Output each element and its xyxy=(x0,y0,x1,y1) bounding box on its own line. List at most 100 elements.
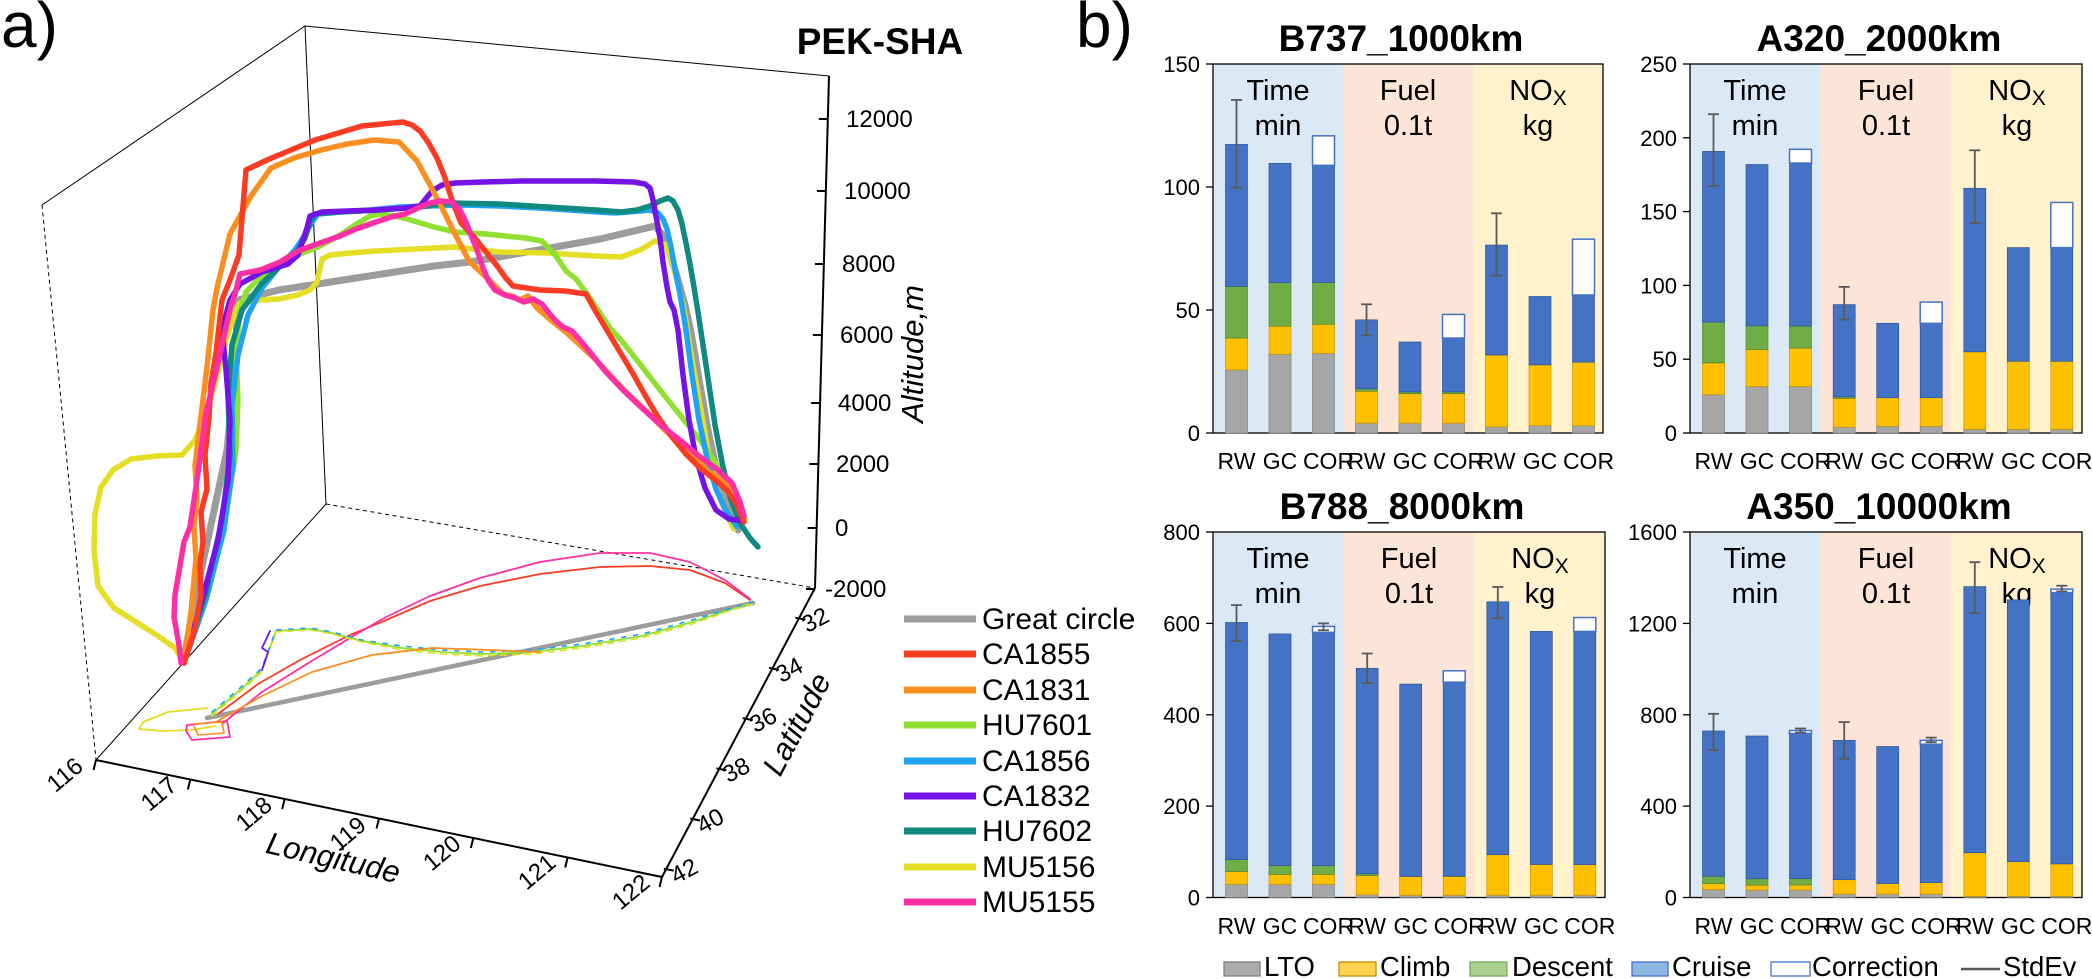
svg-text:kg: kg xyxy=(2002,110,2033,142)
svg-text:800: 800 xyxy=(1163,520,1200,545)
svg-text:COR: COR xyxy=(1303,913,1354,939)
svg-text:a): a) xyxy=(1,0,58,61)
svg-text:400: 400 xyxy=(1640,794,1677,819)
svg-text:12000: 12000 xyxy=(846,106,913,133)
svg-text:GC: GC xyxy=(1740,448,1775,474)
svg-text:Cruise: Cruise xyxy=(1672,951,1751,979)
svg-text:RW: RW xyxy=(1825,448,1863,474)
svg-text:RW: RW xyxy=(1218,448,1256,474)
svg-text:0: 0 xyxy=(1188,886,1200,911)
svg-text:6000: 6000 xyxy=(840,322,893,349)
svg-text:min: min xyxy=(1732,578,1779,610)
svg-text:min: min xyxy=(1732,110,1779,142)
svg-text:GC: GC xyxy=(1524,913,1559,939)
svg-text:HU7601: HU7601 xyxy=(982,709,1092,742)
svg-text:250: 250 xyxy=(1640,52,1677,77)
svg-text:1200: 1200 xyxy=(1628,611,1677,636)
svg-text:Fuel: Fuel xyxy=(1380,75,1436,107)
svg-text:A350_10000km: A350_10000km xyxy=(1746,486,2011,527)
svg-text:RW: RW xyxy=(1695,448,1733,474)
svg-text:LTO: LTO xyxy=(1264,951,1315,979)
svg-text:CA1856: CA1856 xyxy=(982,745,1090,778)
svg-text:150: 150 xyxy=(1640,200,1677,225)
svg-text:Fuel: Fuel xyxy=(1381,543,1437,575)
svg-text:Altitude,m: Altitude,m xyxy=(895,285,930,425)
svg-text:GC: GC xyxy=(1740,913,1775,939)
svg-text:B737_1000km: B737_1000km xyxy=(1279,18,1524,59)
svg-text:0: 0 xyxy=(1665,886,1677,911)
svg-text:COR: COR xyxy=(2041,913,2092,939)
svg-text:RW: RW xyxy=(1218,913,1256,939)
svg-text:0: 0 xyxy=(835,515,848,542)
svg-text:GC: GC xyxy=(1263,913,1298,939)
svg-text:min: min xyxy=(1255,110,1302,142)
svg-text:GC: GC xyxy=(1393,913,1428,939)
svg-text:RW: RW xyxy=(1478,448,1516,474)
svg-text:COR: COR xyxy=(1433,448,1484,474)
svg-text:Time: Time xyxy=(1723,75,1786,107)
svg-text:800: 800 xyxy=(1640,703,1677,728)
svg-text:PEK-SHA: PEK-SHA xyxy=(797,21,964,62)
svg-text:0.1t: 0.1t xyxy=(1862,578,1910,610)
svg-text:200: 200 xyxy=(1163,794,1200,819)
svg-text:150: 150 xyxy=(1163,52,1200,77)
svg-text:0: 0 xyxy=(1665,421,1677,446)
svg-text:StdEv: StdEv xyxy=(2003,951,2077,979)
svg-text:min: min xyxy=(1255,578,1302,610)
svg-text:COR: COR xyxy=(1911,448,1962,474)
svg-text:MU5155: MU5155 xyxy=(982,886,1095,919)
svg-text:NOX: NOX xyxy=(1511,543,1569,578)
svg-text:b): b) xyxy=(1076,0,1133,61)
svg-text:-2000: -2000 xyxy=(825,576,886,603)
svg-text:CA1831: CA1831 xyxy=(982,674,1090,707)
svg-text:0: 0 xyxy=(1188,421,1200,446)
svg-text:Time: Time xyxy=(1246,75,1309,107)
svg-text:1600: 1600 xyxy=(1628,520,1677,545)
svg-text:117: 117 xyxy=(136,772,183,817)
svg-text:GC: GC xyxy=(1393,448,1428,474)
svg-text:RW: RW xyxy=(1825,913,1863,939)
svg-text:50: 50 xyxy=(1176,298,1200,323)
svg-text:RW: RW xyxy=(1695,913,1733,939)
svg-text:GC: GC xyxy=(2001,448,2036,474)
svg-text:2000: 2000 xyxy=(836,451,889,478)
svg-text:kg: kg xyxy=(1523,110,1554,142)
svg-text:Fuel: Fuel xyxy=(1858,543,1914,575)
svg-text:Climb: Climb xyxy=(1380,951,1450,979)
svg-text:GC: GC xyxy=(1870,913,1905,939)
svg-text:RW: RW xyxy=(1348,913,1386,939)
svg-text:600: 600 xyxy=(1163,611,1200,636)
svg-text:RW: RW xyxy=(1956,913,1994,939)
svg-text:8000: 8000 xyxy=(842,251,895,278)
svg-text:0.1t: 0.1t xyxy=(1385,578,1433,610)
svg-text:Descent: Descent xyxy=(1512,951,1613,979)
svg-text:B788_8000km: B788_8000km xyxy=(1280,486,1525,527)
svg-text:GC: GC xyxy=(1523,448,1558,474)
svg-text:0.1t: 0.1t xyxy=(1384,110,1432,142)
svg-text:RW: RW xyxy=(1479,913,1517,939)
svg-text:COR: COR xyxy=(2041,448,2092,474)
svg-text:Correction: Correction xyxy=(1812,951,1939,979)
svg-text:RW: RW xyxy=(1956,448,1994,474)
svg-text:121: 121 xyxy=(513,849,561,895)
svg-text:HU7602: HU7602 xyxy=(982,815,1092,848)
svg-text:A320_2000km: A320_2000km xyxy=(1757,18,2002,59)
svg-text:4000: 4000 xyxy=(838,390,891,417)
svg-text:Time: Time xyxy=(1246,543,1309,575)
svg-text:Fuel: Fuel xyxy=(1858,75,1914,107)
svg-text:COR: COR xyxy=(1780,448,1831,474)
svg-text:COR: COR xyxy=(1563,448,1614,474)
svg-text:RW: RW xyxy=(1348,448,1386,474)
svg-text:GC: GC xyxy=(1263,448,1298,474)
svg-text:100: 100 xyxy=(1640,273,1677,298)
svg-text:COR: COR xyxy=(1434,913,1485,939)
svg-text:50: 50 xyxy=(1653,347,1677,372)
svg-text:COR: COR xyxy=(1780,913,1831,939)
svg-text:116: 116 xyxy=(42,753,89,798)
svg-text:CA1855: CA1855 xyxy=(982,638,1090,671)
svg-text:COR: COR xyxy=(1564,913,1615,939)
svg-text:100: 100 xyxy=(1163,175,1200,200)
svg-text:32: 32 xyxy=(797,602,833,638)
svg-text:MU5156: MU5156 xyxy=(982,851,1095,884)
svg-text:0.1t: 0.1t xyxy=(1862,110,1910,142)
